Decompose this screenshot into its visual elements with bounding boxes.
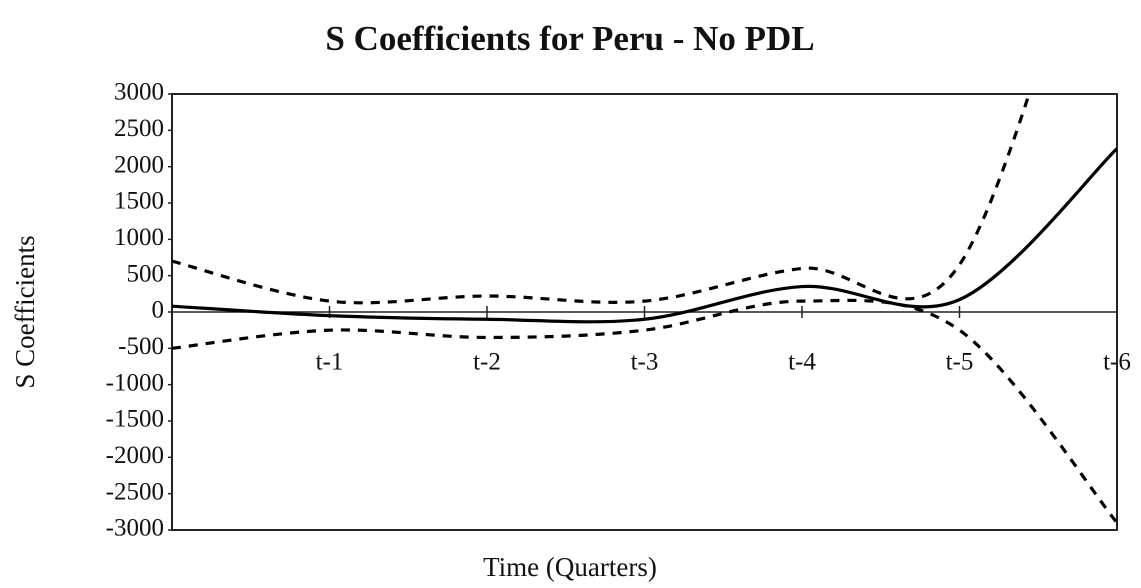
x-tick-label: t-6 (1103, 349, 1131, 376)
y-tick-label: 1500 (114, 188, 164, 215)
x-tick-label: t-4 (788, 349, 816, 376)
y-tick-label: -3000 (106, 515, 164, 542)
series-line (172, 147, 1117, 324)
y-tick-label: -1000 (106, 369, 164, 396)
x-tick-label: t-5 (946, 349, 974, 376)
x-tick-label: t-3 (631, 349, 659, 376)
y-tick-label: 500 (127, 260, 165, 287)
y-tick-label: 3000 (114, 79, 164, 106)
y-axis-label: S Coefficients (10, 235, 40, 388)
y-tick-label: -500 (118, 333, 164, 360)
x-tick-label: t-1 (316, 349, 344, 376)
x-tick-label: t-2 (473, 349, 501, 376)
series-line (172, 298, 1117, 524)
x-axis-label: Time (Quarters) (483, 552, 657, 582)
y-tick-label: -2000 (106, 442, 164, 469)
y-tick-label: -2500 (106, 478, 164, 505)
series-line (172, 94, 1031, 305)
y-tick-label: 2500 (114, 115, 164, 142)
chart-title: S Coefficients for Peru - No PDL (325, 19, 814, 58)
y-tick-label: -1500 (106, 406, 164, 433)
y-tick-label: 2000 (114, 151, 164, 178)
y-tick-label: 0 (152, 297, 165, 324)
y-tick-label: 1000 (114, 224, 164, 251)
